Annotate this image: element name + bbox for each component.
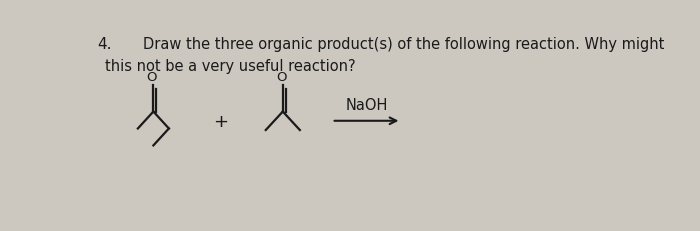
Text: O: O bbox=[146, 71, 157, 84]
Text: O: O bbox=[276, 71, 286, 84]
Text: +: + bbox=[214, 112, 228, 130]
Text: this not be a very useful reaction?: this not be a very useful reaction? bbox=[104, 58, 355, 73]
Text: Draw the three organic product(s) of the following reaction. Why might: Draw the three organic product(s) of the… bbox=[144, 37, 665, 52]
Text: 4.: 4. bbox=[97, 37, 111, 52]
Text: NaOH: NaOH bbox=[345, 97, 388, 112]
